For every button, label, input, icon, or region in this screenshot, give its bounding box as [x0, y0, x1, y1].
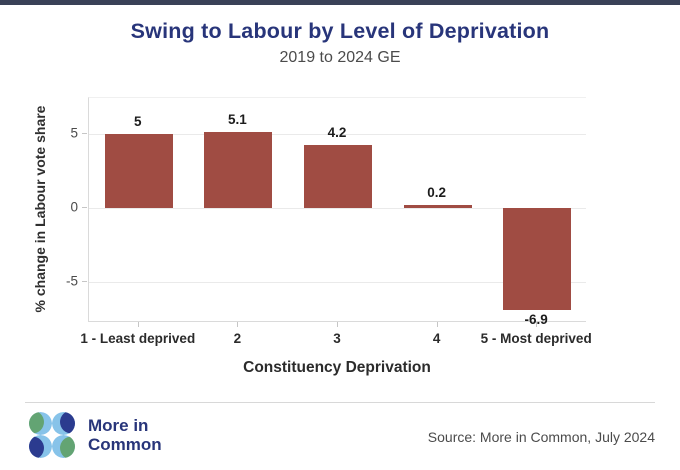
logo-wordmark-line1: More in: [88, 416, 149, 435]
gridline: [89, 281, 586, 283]
bar-value-label: -6.9: [524, 311, 548, 327]
logo-wordmark: More in Common: [88, 416, 162, 454]
y-tick-label: -5: [65, 273, 78, 289]
bar: [204, 132, 273, 208]
logo-circle-bottom-right: [52, 435, 75, 458]
y-tick-label: 0: [70, 199, 78, 214]
x-tick-label: 1 - Least deprived: [80, 331, 196, 346]
bar-value-label: 5: [134, 113, 142, 129]
y-tick-mark: [82, 132, 87, 134]
footer-divider: [25, 402, 655, 403]
x-tick-mark: [137, 322, 139, 327]
x-tick-label: 5 - Most deprived: [480, 331, 592, 346]
gridline: [89, 207, 586, 209]
bar: [403, 204, 472, 208]
more-in-common-logo: [29, 412, 75, 458]
y-tick-mark: [82, 280, 87, 282]
bar-value-label: 0.2: [427, 184, 446, 200]
top-accent-bar: [0, 0, 680, 5]
chart-title: Swing to Labour by Level of Deprivation: [130, 19, 550, 43]
source-text: Source: More in Common, July 2024: [427, 429, 655, 445]
x-tick-label: 2: [233, 331, 242, 346]
x-tick-mark: [436, 322, 438, 327]
y-tick-label: 5: [70, 125, 78, 140]
logo-circle-top-left: [29, 412, 52, 435]
x-tick-mark: [337, 322, 338, 327]
x-axis-title: Constituency Deprivation: [243, 359, 431, 376]
logo-wordmark-line2: Common: [88, 435, 162, 454]
bar: [304, 145, 372, 208]
plot-area: [88, 97, 586, 322]
x-tick-mark: [237, 322, 239, 327]
x-tick-label: 4: [432, 331, 441, 346]
bar-value-label: 5.1: [228, 112, 247, 127]
chart-subtitle: 2019 to 2024 GE: [279, 49, 401, 66]
bar: [104, 133, 173, 208]
x-tick-mark: [536, 322, 538, 327]
logo-circle-bottom-left: [29, 435, 52, 458]
x-tick-label: 3: [333, 331, 341, 346]
y-tick-mark: [82, 206, 87, 208]
bar: [503, 207, 572, 310]
bar-value-label: 4.2: [327, 125, 347, 141]
gridline: [89, 133, 586, 135]
logo-circle-top-right: [52, 412, 75, 435]
